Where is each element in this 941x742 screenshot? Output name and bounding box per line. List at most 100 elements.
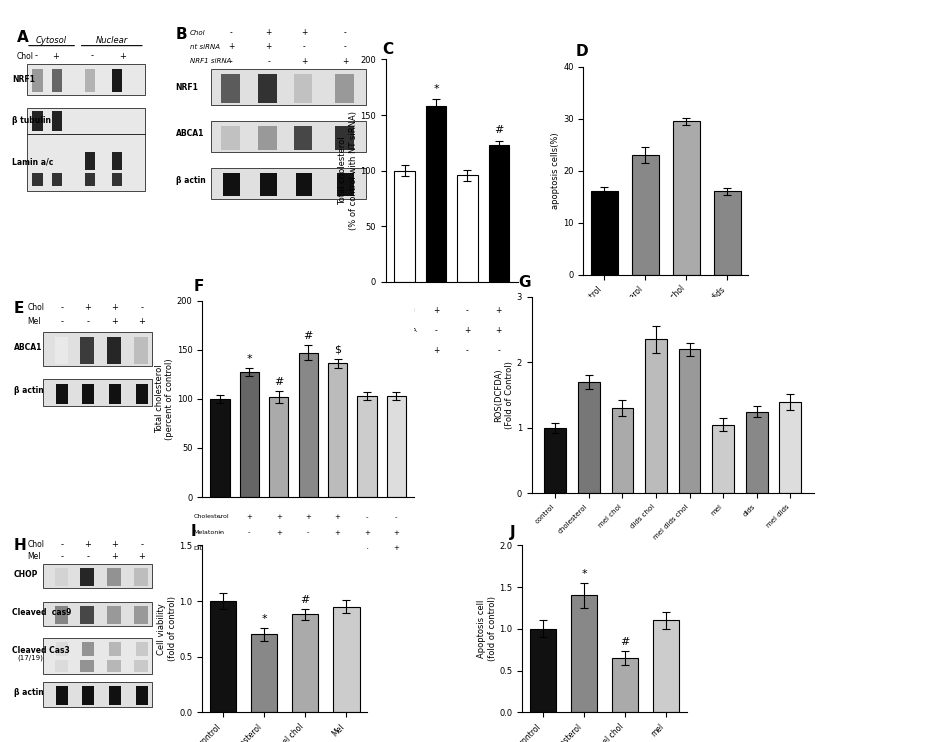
Text: -: -	[404, 326, 406, 335]
Text: -: -	[87, 317, 89, 326]
Bar	[42, 379, 152, 406]
Bar	[55, 606, 68, 624]
Text: -: -	[344, 42, 346, 51]
Text: +: +	[138, 552, 145, 561]
Text: +: +	[335, 545, 341, 551]
Bar	[612, 658, 638, 712]
Bar	[746, 412, 768, 493]
Bar	[394, 171, 415, 282]
Text: Cholesterol: Cholesterol	[194, 514, 229, 519]
Text: -: -	[267, 56, 270, 66]
Y-axis label: Total cholesterol
(percent of control): Total cholesterol (percent of control)	[154, 358, 174, 440]
Text: β tubulin: β tubulin	[12, 116, 52, 125]
Bar	[55, 660, 68, 672]
Bar	[80, 606, 94, 624]
Text: -: -	[60, 303, 64, 312]
Bar	[55, 568, 68, 586]
Text: +: +	[496, 326, 502, 335]
Bar	[295, 173, 312, 196]
Text: -: -	[366, 545, 368, 551]
Bar	[112, 152, 122, 170]
Text: +: +	[276, 513, 281, 520]
Text: β actin: β actin	[14, 386, 43, 395]
Bar	[27, 64, 145, 95]
Text: -: -	[466, 306, 469, 315]
Text: -: -	[231, 28, 232, 37]
Bar	[387, 396, 406, 497]
Bar	[107, 568, 120, 586]
Text: +: +	[393, 545, 399, 551]
Text: -: -	[35, 51, 38, 61]
Bar	[42, 332, 152, 366]
Text: NRF1 siRNA: NRF1 siRNA	[379, 329, 416, 333]
Text: Cleaved Cas3: Cleaved Cas3	[12, 646, 71, 655]
Bar	[578, 382, 599, 493]
Text: nt siRNA: nt siRNA	[190, 44, 220, 50]
Bar	[32, 173, 42, 186]
Text: -: -	[344, 28, 346, 37]
Text: -: -	[395, 513, 398, 520]
Text: NRF1 siRNA: NRF1 siRNA	[190, 58, 231, 65]
Bar	[646, 339, 667, 493]
Bar	[211, 399, 230, 497]
Text: +: +	[393, 530, 399, 536]
Bar	[211, 69, 366, 105]
Bar	[298, 352, 318, 497]
Text: #: #	[620, 637, 630, 647]
Text: Lamin a/c: Lamin a/c	[12, 158, 54, 167]
Text: #: #	[494, 125, 503, 135]
Text: +: +	[305, 545, 311, 551]
Bar	[107, 660, 120, 672]
Bar	[223, 173, 240, 196]
Bar	[335, 126, 354, 150]
Bar	[530, 629, 556, 712]
Text: β actin: β actin	[176, 176, 205, 186]
Text: +: +	[265, 42, 272, 51]
Bar	[292, 614, 318, 712]
Bar	[85, 173, 95, 186]
Text: +: +	[276, 530, 281, 536]
Text: +: +	[119, 51, 126, 61]
Text: -: -	[218, 513, 221, 520]
Text: Chol: Chol	[27, 539, 44, 549]
Text: #: #	[300, 596, 310, 605]
Bar	[457, 175, 477, 282]
Text: +: +	[496, 306, 502, 315]
Bar	[632, 155, 659, 275]
Bar	[109, 686, 120, 705]
Text: +: +	[305, 513, 311, 520]
Text: E: E	[14, 301, 24, 316]
Text: Cholesterol: Cholesterol	[379, 309, 415, 313]
Text: *: *	[247, 355, 252, 364]
Text: +: +	[464, 326, 470, 335]
Bar	[488, 145, 509, 282]
Bar	[211, 168, 366, 199]
Bar	[136, 384, 148, 404]
Text: -: -	[278, 545, 280, 551]
Bar	[80, 568, 94, 586]
Bar	[328, 364, 347, 497]
Text: Cleaved  cas9: Cleaved cas9	[12, 608, 72, 617]
Text: +: +	[402, 347, 407, 355]
Y-axis label: Total cholesterol
(% of control with NT siRNA): Total cholesterol (% of control with NT …	[338, 111, 358, 230]
Bar	[107, 337, 120, 364]
Text: -: -	[404, 306, 406, 315]
Text: *: *	[262, 614, 267, 625]
Bar	[42, 638, 152, 674]
Text: -: -	[60, 552, 64, 561]
Bar	[612, 408, 633, 493]
Text: I: I	[190, 525, 196, 539]
Text: Chol: Chol	[190, 30, 206, 36]
Bar	[52, 111, 62, 131]
Text: -: -	[140, 539, 143, 549]
Text: +: +	[229, 42, 234, 51]
Bar	[714, 191, 741, 275]
Bar	[136, 643, 148, 657]
Text: +: +	[53, 51, 59, 61]
Bar	[571, 595, 598, 712]
Bar	[135, 660, 148, 672]
Bar	[135, 568, 148, 586]
Text: NRF1: NRF1	[176, 82, 199, 92]
Text: *: *	[433, 84, 439, 94]
Text: -: -	[140, 303, 143, 312]
